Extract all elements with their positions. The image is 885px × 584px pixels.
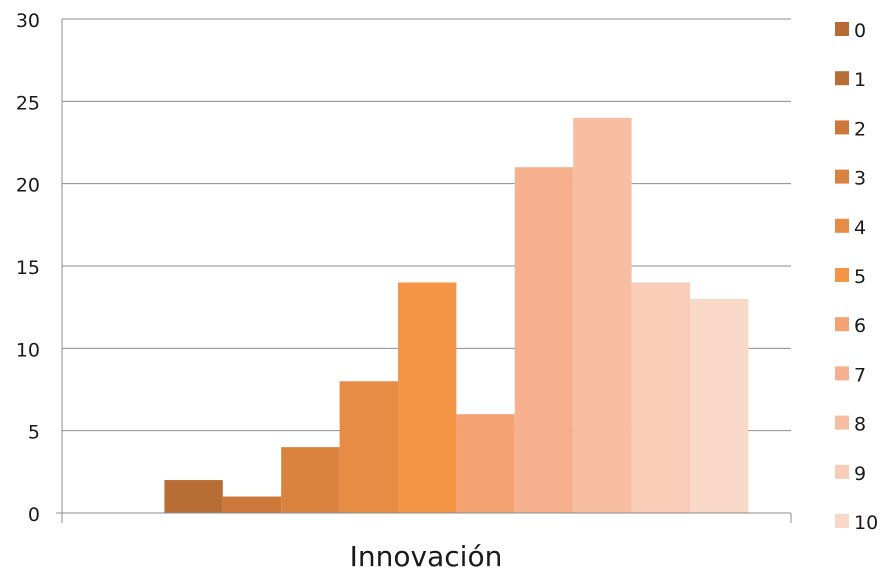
y-axis-ticks: 0 5 10 15 20 25 30 (16, 10, 40, 526)
bar-series-3 (281, 447, 340, 513)
y-tick-label: 0 (28, 504, 40, 526)
legend-label: 3 (854, 168, 866, 190)
legend-item-0: 0 (835, 20, 866, 42)
legend-swatch (835, 366, 849, 381)
bar-series-7 (514, 167, 574, 513)
legend-label: 5 (854, 266, 866, 288)
bar-series-8 (573, 117, 632, 514)
axes (56, 19, 792, 523)
legend-swatch (835, 268, 849, 282)
legend-swatch (835, 317, 849, 332)
legend-swatch (835, 22, 849, 36)
legend-swatch (835, 464, 849, 479)
legend-item-8: 8 (835, 414, 866, 436)
bar-series-4 (339, 381, 398, 513)
y-tick-label: 10 (16, 339, 40, 361)
legend-label: 8 (854, 414, 866, 436)
bars (164, 117, 749, 514)
legend-item-2: 2 (835, 118, 866, 140)
legend-swatch (835, 169, 849, 184)
x-axis-label: Innovación (350, 540, 503, 573)
legend-label: 7 (854, 364, 866, 386)
legend-label: 10 (854, 512, 878, 534)
legend-label: 4 (854, 217, 866, 239)
legend-swatch (835, 514, 849, 528)
y-tick-label: 30 (16, 10, 40, 32)
bar-series-9 (631, 282, 690, 513)
legend-swatch (835, 415, 849, 430)
legend-label: 2 (854, 118, 866, 140)
legend-label: 9 (854, 463, 866, 485)
legend-item-5: 5 (835, 266, 866, 288)
legend-swatch (835, 218, 849, 233)
y-tick-label: 5 (28, 422, 40, 444)
legend: 0 1 2 3 4 5 6 7 8 9 10 (835, 20, 878, 534)
legend-swatch (835, 71, 849, 86)
bar-series-2 (222, 496, 282, 513)
legend-item-1: 1 (835, 69, 866, 91)
legend-label: 1 (854, 69, 866, 91)
bar-series-5 (398, 282, 457, 513)
legend-item-7: 7 (835, 364, 866, 386)
legend-item-4: 4 (835, 217, 866, 239)
bar-series-6 (456, 414, 515, 513)
bar-series-10 (690, 298, 749, 513)
bar-series-1 (164, 480, 223, 513)
legend-item-3: 3 (835, 168, 866, 190)
y-tick-label: 25 (16, 92, 40, 114)
legend-label: 6 (854, 315, 866, 337)
legend-label: 0 (854, 20, 866, 42)
legend-item-6: 6 (835, 315, 866, 337)
legend-item-10: 10 (835, 512, 878, 534)
y-tick-label: 15 (16, 257, 40, 279)
y-tick-label: 20 (16, 175, 40, 197)
legend-item-9: 9 (835, 463, 866, 485)
legend-swatch (835, 120, 849, 135)
